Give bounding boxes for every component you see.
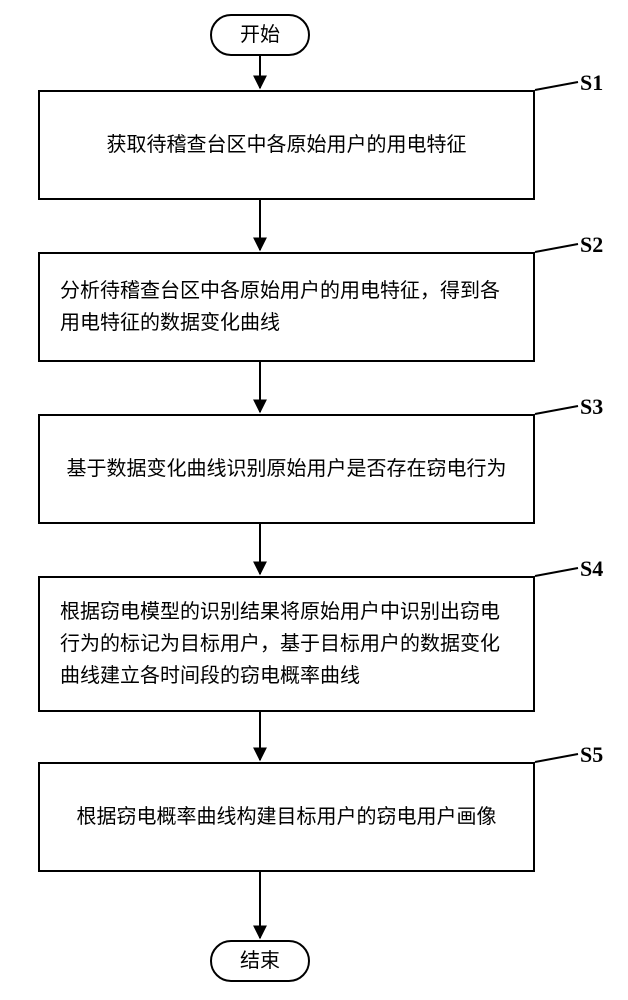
terminator-end-label: 结束: [240, 945, 280, 977]
step-label-s5: S5: [580, 742, 603, 768]
process-s3-text: 基于数据变化曲线识别原始用户是否存在窃电行为: [67, 453, 507, 485]
process-s3: 基于数据变化曲线识别原始用户是否存在窃电行为: [38, 414, 535, 524]
terminator-start-label: 开始: [240, 19, 280, 51]
process-s1: 获取待稽查台区中各原始用户的用电特征: [38, 90, 535, 200]
process-s5: 根据窃电概率曲线构建目标用户的窃电用户画像: [38, 762, 535, 872]
process-s1-text: 获取待稽查台区中各原始用户的用电特征: [107, 129, 467, 161]
step-label-s4: S4: [580, 556, 603, 582]
step-label-s1: S1: [580, 70, 603, 96]
process-s2-text: 分析待稽查台区中各原始用户的用电特征，得到各用电特征的数据变化曲线: [60, 275, 513, 339]
terminator-start: 开始: [210, 14, 310, 56]
process-s4: 根据窃电模型的识别结果将原始用户中识别出窃电行为的标记为目标用户，基于目标用户的…: [38, 576, 535, 712]
process-s5-text: 根据窃电概率曲线构建目标用户的窃电用户画像: [77, 801, 497, 833]
step-label-s3: S3: [580, 394, 603, 420]
flowchart: 开始 获取待稽查台区中各原始用户的用电特征 S1 分析待稽查台区中各原始用户的用…: [0, 0, 628, 1000]
terminator-end: 结束: [210, 940, 310, 982]
process-s4-text: 根据窃电模型的识别结果将原始用户中识别出窃电行为的标记为目标用户，基于目标用户的…: [60, 596, 513, 692]
process-s2: 分析待稽查台区中各原始用户的用电特征，得到各用电特征的数据变化曲线: [38, 252, 535, 362]
step-label-s2: S2: [580, 232, 603, 258]
